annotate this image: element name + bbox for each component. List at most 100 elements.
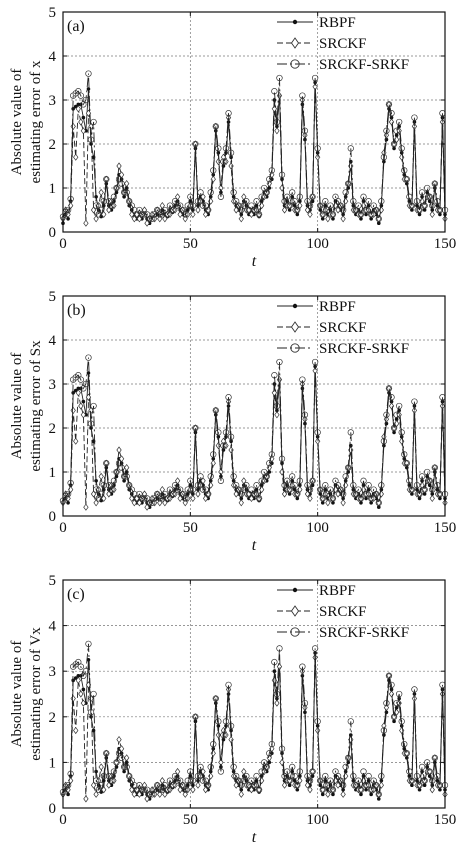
data-point xyxy=(90,690,97,698)
data-point xyxy=(93,790,99,798)
data-point xyxy=(90,490,97,498)
data-point xyxy=(416,490,423,498)
data-point xyxy=(422,208,427,212)
x-axis-label: t xyxy=(252,829,257,846)
data-point xyxy=(393,127,400,134)
data-point xyxy=(319,495,326,502)
data-point xyxy=(210,459,216,467)
data-point xyxy=(100,482,107,489)
data-point xyxy=(197,473,204,480)
data-point xyxy=(355,777,362,784)
data-point xyxy=(327,486,334,493)
data-point xyxy=(410,492,414,496)
data-point xyxy=(398,718,405,725)
data-point xyxy=(291,772,298,780)
x-tick-label: 100 xyxy=(306,520,329,536)
data-point xyxy=(311,74,319,82)
data-point xyxy=(164,786,171,793)
data-point xyxy=(98,472,104,480)
data-point xyxy=(408,486,416,493)
data-point xyxy=(228,446,234,454)
data-point xyxy=(195,781,201,789)
data-point xyxy=(162,499,168,507)
data-point xyxy=(194,772,202,780)
data-point xyxy=(367,495,375,502)
data-point xyxy=(378,198,385,205)
data-point xyxy=(195,206,201,214)
data-point xyxy=(195,490,201,498)
data-point xyxy=(388,110,395,117)
data-point xyxy=(98,188,104,196)
x-tick-label: 150 xyxy=(434,236,457,252)
data-point xyxy=(131,499,137,507)
data-point xyxy=(83,503,89,511)
data-point xyxy=(296,768,303,775)
data-point xyxy=(110,477,118,484)
data-point xyxy=(381,722,387,730)
data-point xyxy=(345,180,352,187)
data-point xyxy=(227,149,235,156)
data-point xyxy=(355,202,362,209)
data-point xyxy=(281,206,288,214)
data-point xyxy=(114,190,119,195)
data-point xyxy=(189,486,197,493)
data-point xyxy=(299,376,306,383)
data-point xyxy=(98,206,105,214)
data-point xyxy=(362,782,370,789)
legend-label: SRCKF-SRKF xyxy=(319,57,409,73)
data-point xyxy=(129,494,135,502)
data-point xyxy=(66,792,70,797)
data-point xyxy=(307,210,313,218)
data-point xyxy=(86,371,91,375)
data-point xyxy=(255,495,263,502)
data-point xyxy=(85,354,92,361)
data-point xyxy=(122,195,126,199)
data-point xyxy=(138,786,146,793)
data-point xyxy=(369,792,373,797)
data-point xyxy=(90,118,97,126)
data-point xyxy=(66,217,70,221)
data-point xyxy=(388,681,395,689)
data-point xyxy=(276,376,283,384)
data-point xyxy=(225,681,232,689)
data-point xyxy=(199,486,207,493)
data-point xyxy=(378,482,385,489)
data-point xyxy=(401,741,408,748)
data-point xyxy=(164,495,171,502)
data-point xyxy=(291,482,298,489)
axis-frame xyxy=(62,579,446,809)
data-point xyxy=(114,474,119,479)
data-point xyxy=(169,206,176,214)
data-point xyxy=(373,206,380,214)
data-point xyxy=(169,490,176,498)
data-point xyxy=(365,772,372,780)
data-point xyxy=(283,193,291,200)
data-point xyxy=(295,787,300,792)
data-point xyxy=(359,217,363,221)
data-point xyxy=(325,499,331,507)
y-tick-label: 0 xyxy=(49,509,57,525)
data-point xyxy=(267,760,272,765)
data-point xyxy=(360,193,367,200)
data-point xyxy=(341,787,345,792)
data-point xyxy=(267,470,272,474)
data-point xyxy=(268,451,275,458)
data-point xyxy=(89,715,93,719)
data-point xyxy=(378,781,384,789)
data-point xyxy=(207,473,214,480)
data-point xyxy=(207,763,214,771)
data-point xyxy=(369,217,373,221)
legend-label: SRCKF xyxy=(319,36,367,52)
data-point xyxy=(103,460,110,467)
data-point xyxy=(340,790,346,798)
data-point xyxy=(325,215,331,223)
data-point xyxy=(307,494,313,502)
y-axis-label: estimating error of Sx xyxy=(28,340,44,472)
legend: RBPF SRCKF SRCKF-SRKF xyxy=(277,299,409,357)
data-point xyxy=(156,495,163,502)
data-point xyxy=(217,768,225,775)
data-point xyxy=(431,180,438,187)
panel-3: 0 50 100 150 0 1 2 3 4 5 t Absolute value of estimat… xyxy=(9,573,456,846)
data-point xyxy=(383,699,390,707)
data-point xyxy=(430,208,435,212)
